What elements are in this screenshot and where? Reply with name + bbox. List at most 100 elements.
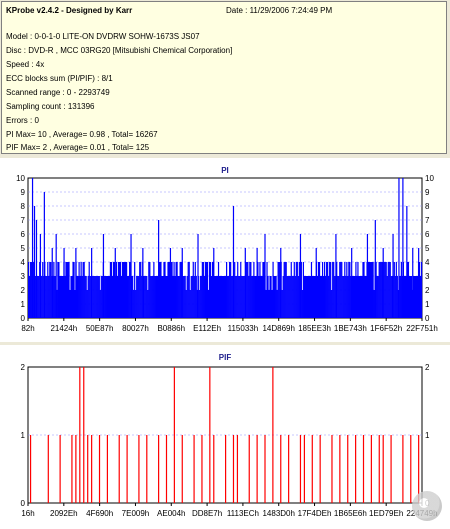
pi-bar — [340, 262, 342, 318]
pi-spike — [181, 248, 183, 318]
pi-bar — [33, 262, 35, 318]
pi-bar — [414, 276, 417, 318]
pi-bar — [394, 276, 396, 318]
pi-bar — [360, 276, 362, 318]
pi-bar — [396, 276, 398, 318]
pi-spike — [31, 178, 34, 318]
pif-bar — [299, 435, 302, 503]
pi-bar — [53, 262, 55, 318]
x-tick-label: 1ED79Eh — [369, 509, 403, 518]
pi-bar — [218, 276, 221, 318]
pi-bar — [39, 262, 41, 318]
y-tick-label-right: 2 — [425, 286, 430, 295]
pi-bar — [28, 262, 30, 318]
pi-spike — [398, 178, 400, 318]
pi-bar — [163, 262, 165, 318]
pi-bar — [187, 262, 189, 318]
y-tick-label-left: 0 — [21, 314, 26, 323]
pi-bar — [242, 276, 244, 318]
pi-spike — [63, 248, 65, 318]
pi-bar — [313, 276, 316, 318]
pi-bar — [67, 262, 69, 318]
pi-spike — [91, 248, 93, 318]
pi-spike — [366, 234, 369, 318]
pif-chart: 00112216h2092Eh4F690h7E009hAE004hDD8E7h1… — [21, 363, 438, 518]
pi-bar — [215, 276, 218, 318]
pi-bar — [47, 262, 49, 318]
pif-bar — [347, 435, 349, 503]
pi-bar — [254, 276, 256, 318]
x-tick-label: AE004h — [157, 509, 185, 518]
x-tick-label: 16h — [21, 509, 34, 518]
pif-bar — [118, 435, 120, 503]
x-tick-label: 82h — [21, 324, 34, 333]
pi-bar — [168, 262, 170, 318]
pi-bar — [72, 262, 74, 318]
pi-bar — [416, 276, 419, 318]
pi-bar — [93, 276, 95, 318]
pi-bar — [420, 262, 423, 318]
x-tick-label: 1483D0h — [262, 509, 294, 518]
pi-spike — [280, 248, 282, 318]
x-tick-label: 50E87h — [86, 324, 114, 333]
pi-bar — [300, 262, 302, 318]
pi-bar — [303, 276, 305, 318]
pi-bar — [246, 262, 248, 318]
pi-bar — [113, 262, 116, 318]
pi-bar — [311, 276, 314, 318]
x-tick-label: 1F6F52h — [370, 324, 402, 333]
pi-bar — [350, 276, 352, 318]
pi-bar — [283, 262, 285, 318]
pi-bar — [205, 262, 208, 318]
pi-bar — [69, 290, 71, 318]
y-tick-label-right: 4 — [425, 258, 430, 267]
pi-bar — [146, 276, 148, 318]
pi-bar — [368, 262, 370, 318]
pi-bar — [319, 276, 322, 318]
y-tick-label-right: 3 — [425, 272, 430, 281]
pi-bar — [182, 276, 184, 318]
pi-bar — [229, 262, 231, 318]
pi-bar — [345, 276, 347, 318]
pi-spike — [412, 248, 414, 318]
pi-spike — [232, 206, 235, 318]
pi-bar — [410, 276, 413, 318]
pi-bar — [279, 262, 281, 318]
pi-bar — [94, 276, 96, 318]
pi-bar — [412, 276, 415, 318]
x-tick-label: 185EE3h — [298, 324, 331, 333]
pi-bar — [355, 262, 357, 318]
y-tick-label-right: 1 — [425, 431, 430, 440]
pi-bar — [343, 276, 345, 318]
pi-bar — [61, 276, 63, 318]
pi-bar — [159, 262, 161, 318]
pi-spike — [33, 206, 36, 318]
pi-bar — [192, 262, 194, 318]
pi-bar — [30, 262, 32, 318]
pi-bar — [334, 276, 336, 318]
pi-bar — [265, 290, 267, 318]
pi-bar — [199, 276, 201, 318]
scan-speed: Speed : 4x — [6, 60, 45, 69]
pi-bar — [322, 276, 325, 318]
pif-bar — [331, 435, 333, 503]
pi-bar — [307, 276, 310, 318]
pi-bar — [225, 276, 227, 318]
pi-bar — [247, 262, 249, 318]
pif-bar — [410, 435, 412, 503]
pi-spike — [51, 248, 53, 318]
pi-bar — [177, 276, 179, 318]
pi-bar — [259, 262, 261, 318]
y-tick-label-left: 10 — [16, 174, 25, 183]
pi-chart: 0 0 1 1 2 2 3 3 4 4 5 5 6 6 7 7 8 8 9 9 10 10 82h 21424h 50E87h 8… — [16, 174, 438, 333]
pi-bar — [120, 276, 123, 318]
pi-bar — [132, 276, 134, 318]
pi-bar — [54, 276, 56, 318]
pi-bar — [262, 262, 264, 318]
pif-bar — [126, 435, 128, 503]
pi-bar — [347, 276, 349, 318]
pi-bar — [418, 262, 421, 318]
pi-bar — [249, 262, 251, 318]
pif-bar — [158, 435, 160, 503]
pi-bar — [43, 276, 45, 318]
